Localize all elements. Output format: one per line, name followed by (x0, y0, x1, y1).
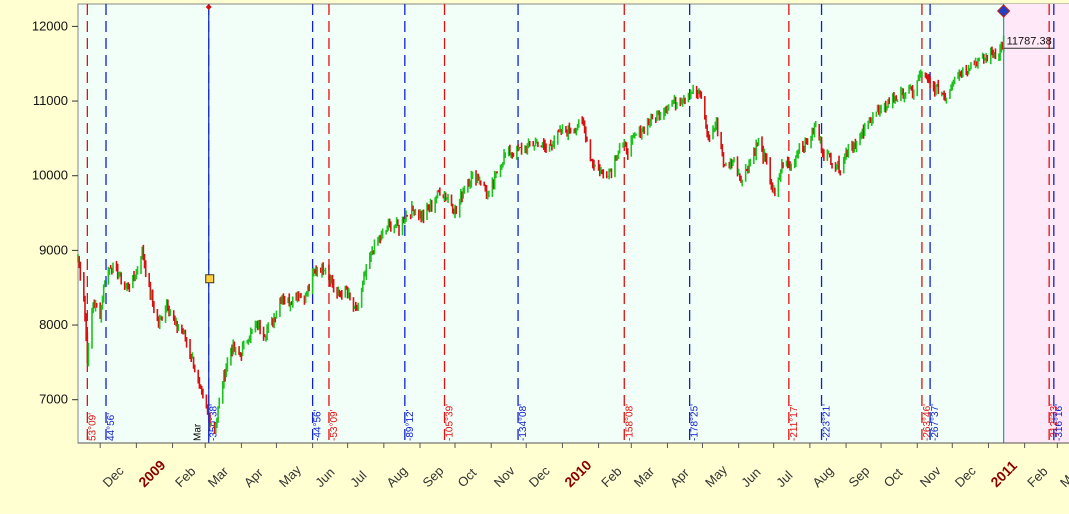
cycle-line-label: -134°08' (518, 404, 529, 441)
cycle-line-label: -44°56' (313, 409, 324, 441)
cycle-line-label: -89°12' (405, 409, 416, 441)
future-region (1003, 4, 1069, 443)
cycle-line-label: -267°37' (930, 404, 941, 441)
cycle-line-label: -223°21' (822, 404, 833, 441)
cycle-line-label: -263°46' (922, 404, 933, 441)
cycle-line-label: -158°08' (624, 404, 635, 441)
cycle-line-label: -312°33' (1049, 404, 1060, 441)
y-tick-label: 8000 (39, 317, 68, 332)
cycle-line-label: 53°09' (87, 413, 98, 441)
box-marker[interactable] (205, 274, 215, 284)
start-diamond-marker[interactable] (205, 4, 212, 10)
y-axis: 7000 8000 9000 10000 11000 12000 (32, 18, 78, 407)
markers[interactable]: 11787.38 Mar (193, 4, 1054, 443)
cycle-line-label: -316°16' (1054, 404, 1065, 441)
y-tick-label: 11000 (33, 93, 68, 108)
x-axis: Dec 2009 Feb Mar Apr May Jun Jul Aug Sep Oct Nov Dec… (78, 442, 1069, 490)
y-tick-label: 12000 (32, 18, 68, 33)
last-price-label: 11787.38 (1007, 35, 1052, 47)
y-tick-label: 7000 (39, 392, 68, 407)
cycle-line-label: -178°25' (690, 404, 701, 441)
cycle-line-label: -211°17' (789, 405, 800, 441)
start-marker-label: Mar (193, 423, 204, 441)
y-tick-label: 10000 (32, 168, 68, 183)
y-tick-label: 9000 (39, 242, 68, 257)
cursor-diamond-marker[interactable] (996, 4, 1011, 18)
cycle-line-label: -105°39' (445, 404, 456, 441)
plot-area[interactable] (77, 3, 1069, 444)
cycle-line-label: -53°09' (329, 409, 340, 441)
cycle-line-label: 44°56' (106, 413, 117, 441)
